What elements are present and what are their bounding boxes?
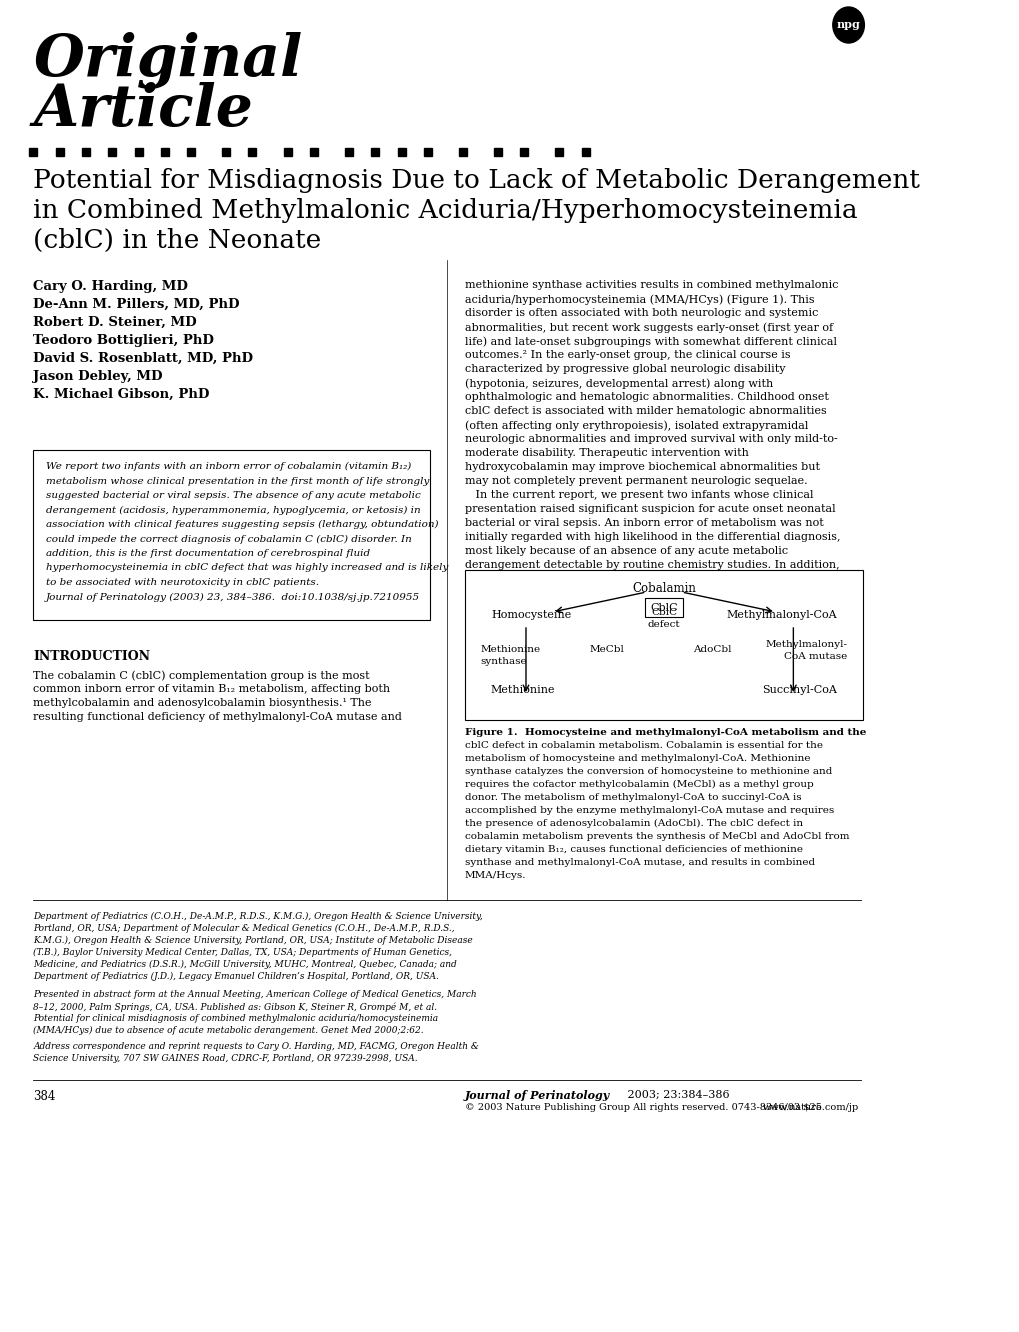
Text: hydroxycobalamin may improve biochemical abnormalities but: hydroxycobalamin may improve biochemical… — [465, 462, 819, 472]
Text: K. Michael Gibson, PhD: K. Michael Gibson, PhD — [34, 388, 210, 401]
Text: Department of Pediatrics (C.O.H., De-A.M.P., R.D.S., K.M.G.), Oregon Health & Sc: Department of Pediatrics (C.O.H., De-A.M… — [34, 912, 483, 922]
Text: Medicine, and Pediatrics (D.S.R.), McGill University, MUHC, Montreal, Quebec, Ca: Medicine, and Pediatrics (D.S.R.), McGil… — [34, 960, 457, 970]
Text: (cblC) in the Neonate: (cblC) in the Neonate — [34, 228, 321, 253]
Text: © 2003 Nature Publishing Group All rights reserved. 0743-8346/03 $25: © 2003 Nature Publishing Group All right… — [465, 1103, 820, 1112]
FancyBboxPatch shape — [465, 570, 863, 721]
Text: We report two infants with an inborn error of cobalamin (vitamin B₁₂): We report two infants with an inborn err… — [46, 462, 411, 472]
Text: initially regarded with high likelihood in the differential diagnosis,: initially regarded with high likelihood … — [465, 531, 840, 542]
Text: Potential for clinical misdiagnosis of combined methylmalonic aciduria/homocyste: Potential for clinical misdiagnosis of c… — [34, 1014, 438, 1023]
Text: npg: npg — [836, 20, 860, 31]
Text: addition, this is the first documentation of cerebrospinal fluid: addition, this is the first documentatio… — [46, 549, 369, 558]
Text: methylcobalamin and adenosylcobalamin biosynthesis.¹ The: methylcobalamin and adenosylcobalamin bi… — [34, 698, 372, 709]
Text: cblC defect in cobalamin metabolism. Cobalamin is essential for the: cblC defect in cobalamin metabolism. Cob… — [465, 741, 821, 750]
Text: INTRODUCTION: INTRODUCTION — [34, 650, 150, 663]
Text: metabolism of homocysteine and methylmalonyl-CoA. Methionine: metabolism of homocysteine and methylmal… — [465, 754, 809, 763]
Text: (T.B.), Baylor University Medical Center, Dallas, TX, USA; Departments of Human : (T.B.), Baylor University Medical Center… — [34, 948, 451, 958]
Text: neurologic abnormalities and improved survival with only mild-to-: neurologic abnormalities and improved su… — [465, 434, 837, 444]
Text: methionine synthase activities results in combined methylmalonic: methionine synthase activities results i… — [465, 280, 838, 290]
Text: may not completely prevent permanent neurologic sequelae.: may not completely prevent permanent neu… — [465, 476, 806, 486]
Text: De-Ann M. Pillers, MD, PhD: De-Ann M. Pillers, MD, PhD — [34, 298, 239, 310]
Text: CoA mutase: CoA mutase — [784, 651, 847, 661]
Text: Methionine: Methionine — [480, 645, 540, 654]
Text: Journal of Perinatology: Journal of Perinatology — [465, 1090, 609, 1102]
Text: life) and late-onset subgroupings with somewhat different clinical: life) and late-onset subgroupings with s… — [465, 336, 836, 346]
Text: disorder is often associated with both neurologic and systemic: disorder is often associated with both n… — [465, 308, 817, 318]
Text: Portland, OR, USA; Department of Molecular & Medical Genetics (C.O.H., De-A.M.P.: Portland, OR, USA; Department of Molecul… — [34, 924, 454, 934]
Text: bacterial or viral sepsis. An inborn error of metabolism was not: bacterial or viral sepsis. An inborn err… — [465, 518, 822, 527]
Text: Robert D. Steiner, MD: Robert D. Steiner, MD — [34, 316, 197, 329]
Text: characterized by progressive global neurologic disability: characterized by progressive global neur… — [465, 364, 785, 374]
Text: Methylmalonyl-CoA: Methylmalonyl-CoA — [726, 610, 837, 619]
Text: www.nature.com/jp: www.nature.com/jp — [762, 1103, 858, 1112]
FancyBboxPatch shape — [34, 450, 429, 619]
Text: MeCbl: MeCbl — [589, 645, 624, 654]
Text: Jason Debley, MD: Jason Debley, MD — [34, 370, 163, 384]
Text: moderate disability. Therapeutic intervention with: moderate disability. Therapeutic interve… — [465, 448, 748, 458]
Text: resulting functional deficiency of methylmalonyl-CoA mutase and: resulting functional deficiency of methy… — [34, 713, 401, 722]
Text: (hypotonia, seizures, developmental arrest) along with: (hypotonia, seizures, developmental arre… — [465, 378, 772, 389]
Text: AdoCbl: AdoCbl — [692, 645, 731, 654]
Text: (MMA/HCys) due to absence of acute metabolic derangement. Genet Med 2000;2:62.: (MMA/HCys) due to absence of acute metab… — [34, 1026, 424, 1035]
Text: abnormalities, but recent work suggests early-onset (first year of: abnormalities, but recent work suggests … — [465, 322, 832, 333]
Text: to be associated with neurotoxicity in cblC patients.: to be associated with neurotoxicity in c… — [46, 578, 318, 587]
Text: suggested bacterial or viral sepsis. The absence of any acute metabolic: suggested bacterial or viral sepsis. The… — [46, 492, 420, 500]
Text: In the current report, we present two infants whose clinical: In the current report, we present two in… — [465, 490, 812, 500]
Text: Cobalamin: Cobalamin — [632, 582, 695, 595]
Text: cblC defect is associated with milder hematologic abnormalities: cblC defect is associated with milder he… — [465, 406, 825, 416]
Text: David S. Rosenblatt, MD, PhD: David S. Rosenblatt, MD, PhD — [34, 352, 253, 365]
Text: Original: Original — [34, 32, 303, 89]
Text: synthase: synthase — [480, 657, 527, 666]
Text: aciduria/hyperhomocysteinemia (MMA/HCys) (Figure 1). This: aciduria/hyperhomocysteinemia (MMA/HCys)… — [465, 294, 813, 305]
Text: Methionine: Methionine — [490, 685, 555, 695]
Text: Science University, 707 SW GAINES Road, CDRC-F, Portland, OR 97239-2998, USA.: Science University, 707 SW GAINES Road, … — [34, 1054, 418, 1063]
Text: Potential for Misdiagnosis Due to Lack of Metabolic Derangement: Potential for Misdiagnosis Due to Lack o… — [34, 168, 919, 193]
Text: derangement detectable by routine chemistry studies. In addition,: derangement detectable by routine chemis… — [465, 559, 839, 570]
Text: Succinyl-CoA: Succinyl-CoA — [761, 685, 837, 695]
Text: the presence of adenosylcobalamin (AdoCbl). The cblC defect in: the presence of adenosylcobalamin (AdoCb… — [465, 819, 802, 829]
Text: Homocysteine: Homocysteine — [490, 610, 571, 619]
Text: most likely because of an absence of any acute metabolic: most likely because of an absence of any… — [465, 546, 787, 555]
Text: Cary O. Harding, MD: Cary O. Harding, MD — [34, 280, 187, 293]
Text: cobalamin metabolism prevents the synthesis of MeCbl and AdoCbl from: cobalamin metabolism prevents the synthe… — [465, 832, 848, 840]
Text: Article: Article — [34, 83, 253, 139]
Text: requires the cofactor methylcobalamin (MeCbl) as a methyl group: requires the cofactor methylcobalamin (M… — [465, 781, 812, 789]
Text: Methylmalonyl-: Methylmalonyl- — [765, 639, 847, 649]
Text: Figure 1.  Homocysteine and methylmalonyl-CoA metabolism and the: Figure 1. Homocysteine and methylmalonyl… — [465, 729, 865, 737]
Text: MMA/Hcys.: MMA/Hcys. — [465, 871, 526, 880]
Text: (often affecting only erythropoiesis), isolated extrapyramidal: (often affecting only erythropoiesis), i… — [465, 420, 807, 430]
Text: The cobalamin C (cblC) complementation group is the most: The cobalamin C (cblC) complementation g… — [34, 670, 370, 681]
Text: synthase and methylmalonyl-CoA mutase, and results in combined: synthase and methylmalonyl-CoA mutase, a… — [465, 858, 814, 867]
Text: ophthalmologic and hematologic abnormalities. Childhood onset: ophthalmologic and hematologic abnormali… — [465, 392, 827, 402]
Text: association with clinical features suggesting sepsis (lethargy, obtundation): association with clinical features sugge… — [46, 519, 437, 529]
Text: CblC: CblC — [649, 603, 678, 613]
Text: Department of Pediatrics (J.D.), Legacy Emanuel Children’s Hospital, Portland, O: Department of Pediatrics (J.D.), Legacy … — [34, 972, 439, 982]
Text: synthase catalyzes the conversion of homocysteine to methionine and: synthase catalyzes the conversion of hom… — [465, 767, 832, 777]
Text: 8–12, 2000, Palm Springs, CA, USA. Published as: Gibson K, Steiner R, Grompé M, : 8–12, 2000, Palm Springs, CA, USA. Publi… — [34, 1002, 437, 1011]
Text: in Combined Methylmalonic Aciduria/Hyperhomocysteinemia: in Combined Methylmalonic Aciduria/Hyper… — [34, 198, 857, 222]
Text: Journal of Perinatology (2003) 23, 384–386.  doi:10.1038/sj.jp.7210955: Journal of Perinatology (2003) 23, 384–3… — [46, 593, 419, 602]
Text: defect: defect — [647, 619, 680, 629]
Text: derangement (acidosis, hyperammonemia, hypoglycemia, or ketosis) in: derangement (acidosis, hyperammonemia, h… — [46, 506, 420, 514]
FancyBboxPatch shape — [644, 598, 683, 617]
Text: dietary vitamin B₁₂, causes functional deficiencies of methionine: dietary vitamin B₁₂, causes functional d… — [465, 844, 802, 854]
Text: 2003; 23:384–386: 2003; 23:384–386 — [624, 1090, 729, 1100]
Text: common inborn error of vitamin B₁₂ metabolism, affecting both: common inborn error of vitamin B₁₂ metab… — [34, 685, 390, 694]
Text: K.M.G.), Oregon Health & Science University, Portland, OR, USA; Institute of Met: K.M.G.), Oregon Health & Science Univers… — [34, 936, 473, 946]
Text: could impede the correct diagnosis of cobalamin C (cblC) disorder. In: could impede the correct diagnosis of co… — [46, 534, 411, 543]
Text: presentation raised significant suspicion for acute onset neonatal: presentation raised significant suspicio… — [465, 503, 835, 514]
Text: outcomes.² In the early-onset group, the clinical course is: outcomes.² In the early-onset group, the… — [465, 350, 790, 360]
Text: Teodoro Bottiglieri, PhD: Teodoro Bottiglieri, PhD — [34, 334, 214, 348]
Text: 384: 384 — [34, 1090, 56, 1103]
Text: accomplished by the enzyme methylmalonyl-CoA mutase and requires: accomplished by the enzyme methylmalonyl… — [465, 806, 834, 815]
Circle shape — [832, 7, 863, 43]
Text: Presented in abstract form at the Annual Meeting, American College of Medical Ge: Presented in abstract form at the Annual… — [34, 990, 477, 999]
Text: donor. The metabolism of methylmalonyl-CoA to succinyl-CoA is: donor. The metabolism of methylmalonyl-C… — [465, 793, 801, 802]
Text: Address correspondence and reprint requests to Cary O. Harding, MD, FACMG, Orego: Address correspondence and reprint reque… — [34, 1042, 479, 1051]
Text: hyperhomocysteinemia in cblC defect that was highly increased and is likely: hyperhomocysteinemia in cblC defect that… — [46, 563, 447, 573]
Text: CblC: CblC — [650, 607, 677, 617]
Text: metabolism whose clinical presentation in the first month of life strongly: metabolism whose clinical presentation i… — [46, 477, 429, 485]
